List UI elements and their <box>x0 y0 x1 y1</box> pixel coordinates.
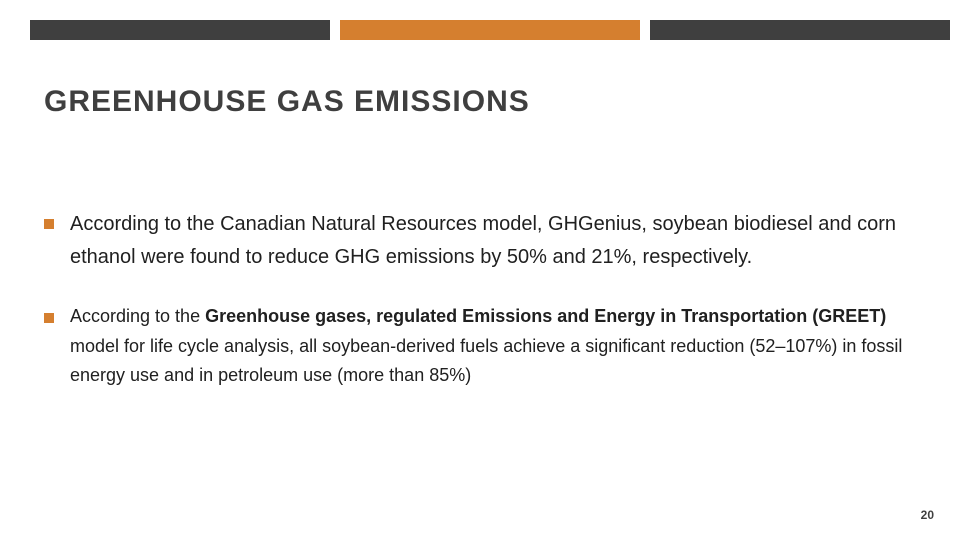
bullet-text: According to the Greenhouse gases, regul… <box>70 302 916 391</box>
title-band: GREENHOUSE GAS EMISSIONS <box>0 52 960 152</box>
slide-title: GREENHOUSE GAS EMISSIONS <box>44 85 530 119</box>
bullet-marker-icon <box>44 219 54 229</box>
top-band-seg-2 <box>650 20 950 40</box>
top-band-seg-0 <box>30 20 330 40</box>
bullet-marker-icon <box>44 313 54 323</box>
content-area: According to the Canadian Natural Resour… <box>44 208 916 419</box>
bullet-item: According to the Canadian Natural Resour… <box>44 208 916 274</box>
top-band-seg-1 <box>340 20 640 40</box>
bullet-item: According to the Greenhouse gases, regul… <box>44 302 916 391</box>
top-band <box>0 20 960 40</box>
page-number: 20 <box>921 508 934 522</box>
bullet-text: According to the Canadian Natural Resour… <box>70 208 916 274</box>
